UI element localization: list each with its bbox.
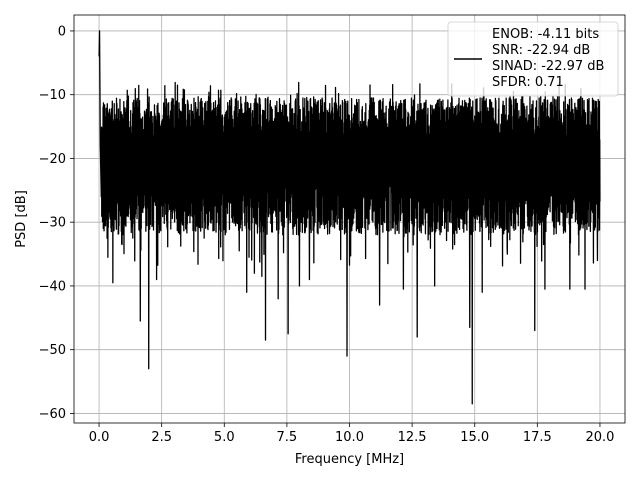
y-tick-label: 0 — [58, 24, 66, 39]
y-tick-label: −10 — [39, 88, 66, 103]
legend-entry: SFDR: 0.71 — [492, 75, 564, 90]
y-tick-label: −20 — [39, 152, 66, 167]
x-tick-label: 7.5 — [277, 430, 298, 445]
y-tick-label: −40 — [39, 279, 66, 294]
y-axis-label: PSD [dB] — [14, 190, 29, 248]
y-tick-label: −60 — [39, 407, 66, 422]
x-tick-label: 20.0 — [585, 430, 614, 445]
legend-box — [447, 21, 619, 97]
legend-entry: ENOB: -4.11 bits — [492, 27, 599, 42]
x-tick-label: 12.5 — [398, 430, 427, 445]
x-tick-label: 17.5 — [523, 430, 552, 445]
y-tick-label: −30 — [39, 216, 66, 231]
y-tick-label: −50 — [39, 343, 66, 358]
x-tick-label: 10.0 — [335, 430, 364, 445]
x-tick-label: 0.0 — [89, 430, 110, 445]
psd-series — [98, 30, 601, 405]
axes-frame — [73, 14, 626, 424]
axes: 0.0 2.5 5.0 7.5 10.0 12.5 15.0 17.5 20.0 0 −10 −20 −… — [39, 24, 615, 445]
x-tick-label: 5.0 — [214, 430, 235, 445]
x-tick-label: 15.0 — [460, 430, 489, 445]
plot-frame — [73, 14, 626, 424]
legend-entry: SNR: -22.94 dB — [492, 43, 590, 58]
legend-entry: SINAD: -22.97 dB — [492, 59, 604, 74]
x-tick-label: 2.5 — [151, 430, 172, 445]
psd-line — [98, 30, 601, 405]
x-axis-label: Frequency [MHz] — [295, 452, 404, 467]
